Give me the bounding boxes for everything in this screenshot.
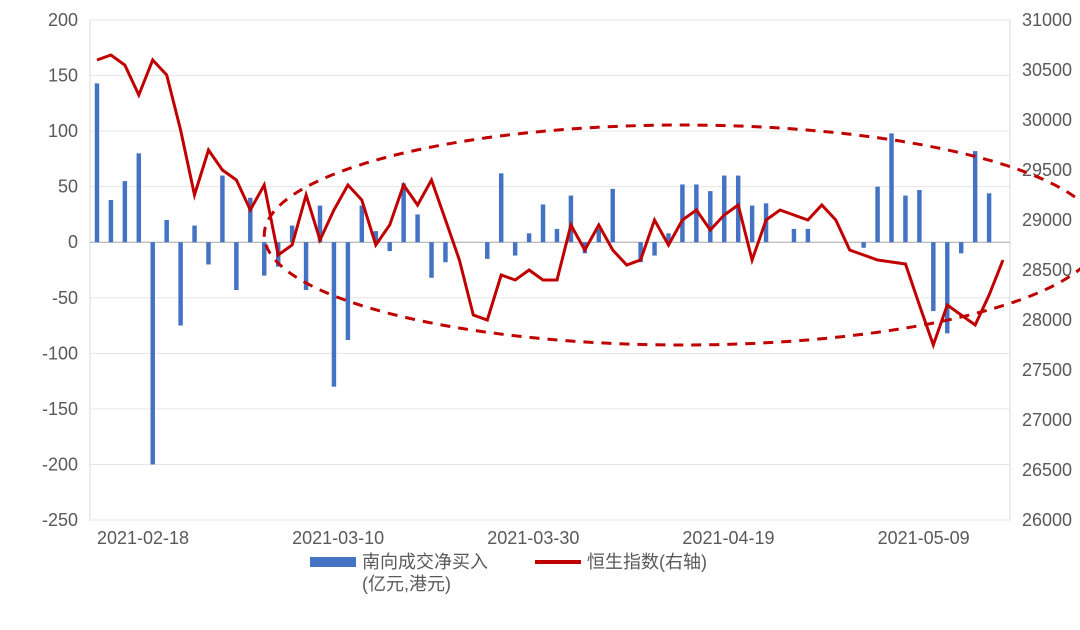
y-right-tick: 29000	[1022, 210, 1072, 230]
bar	[750, 206, 754, 243]
bar	[443, 242, 447, 262]
bar	[137, 153, 141, 242]
bar	[415, 214, 419, 242]
bar	[875, 187, 879, 243]
bar	[429, 242, 433, 278]
legend-bar-label-2: (亿元,港元)	[362, 574, 451, 594]
bar	[959, 242, 963, 253]
y-right-tick: 30500	[1022, 60, 1072, 80]
bar	[192, 226, 196, 243]
bar	[708, 191, 712, 242]
bar	[597, 229, 601, 242]
bar	[541, 204, 545, 242]
bar	[931, 242, 935, 311]
bar	[346, 242, 350, 340]
y-right-tick: 31000	[1022, 10, 1072, 30]
bar	[332, 242, 336, 386]
bar	[610, 189, 614, 242]
x-tick: 2021-03-10	[292, 528, 384, 548]
y-left-tick: 0	[68, 232, 78, 252]
bar	[150, 242, 154, 464]
bar	[917, 190, 921, 242]
bar	[680, 184, 684, 242]
bar	[360, 206, 364, 243]
y-right-tick: 28500	[1022, 260, 1072, 280]
y-left-tick: 50	[58, 177, 78, 197]
bar	[889, 133, 893, 242]
x-tick: 2021-05-09	[878, 528, 970, 548]
bar	[234, 242, 238, 290]
chart-svg: -250 -200 -150 -100 -50 0 50 100 150 200 26000 2650…	[0, 0, 1080, 630]
legend-line-swatch	[535, 560, 581, 564]
y-left-tick: 100	[48, 121, 78, 141]
bar	[206, 242, 210, 264]
y-right-tick: 28000	[1022, 310, 1072, 330]
y-left-tick: -250	[42, 510, 78, 530]
y-left-tick: -100	[42, 343, 78, 363]
bar	[220, 176, 224, 243]
bar	[485, 242, 489, 259]
y-right-tick: 27000	[1022, 410, 1072, 430]
y-right-tick: 29500	[1022, 160, 1072, 180]
x-tick: 2021-04-19	[682, 528, 774, 548]
y-left-tick: 200	[48, 10, 78, 30]
y-left-tick: -200	[42, 454, 78, 474]
y-right-tick: 27500	[1022, 360, 1072, 380]
legend-line-label: 恒生指数(右轴)	[587, 552, 707, 572]
bar	[652, 242, 656, 255]
x-tick: 2021-02-18	[97, 528, 189, 548]
bar	[513, 242, 517, 255]
bar	[861, 242, 865, 248]
legend-bar-label-1: 南向成交净买入	[362, 552, 488, 572]
bar	[987, 193, 991, 242]
x-tick: 2021-03-30	[487, 528, 579, 548]
bar	[387, 242, 391, 251]
bar	[164, 220, 168, 242]
y-right-tick: 26500	[1022, 460, 1072, 480]
legend-bar-swatch	[310, 557, 356, 567]
y-right-tick: 30000	[1022, 110, 1072, 130]
y-left-tick: -150	[42, 399, 78, 419]
bar	[178, 242, 182, 325]
bar	[722, 176, 726, 243]
bar	[792, 229, 796, 242]
bar	[123, 181, 127, 242]
bar	[95, 83, 99, 242]
bar	[903, 196, 907, 243]
y-left-tick: -50	[52, 288, 78, 308]
chart-container: -250 -200 -150 -100 -50 0 50 100 150 200 26000 2650…	[0, 0, 1080, 630]
bar	[527, 233, 531, 242]
y-left-tick: 150	[48, 66, 78, 86]
bar	[499, 173, 503, 242]
bar	[806, 229, 810, 242]
bar	[555, 229, 559, 242]
y-right-tick: 26000	[1022, 510, 1072, 530]
bar	[109, 200, 113, 242]
bar	[973, 151, 977, 242]
